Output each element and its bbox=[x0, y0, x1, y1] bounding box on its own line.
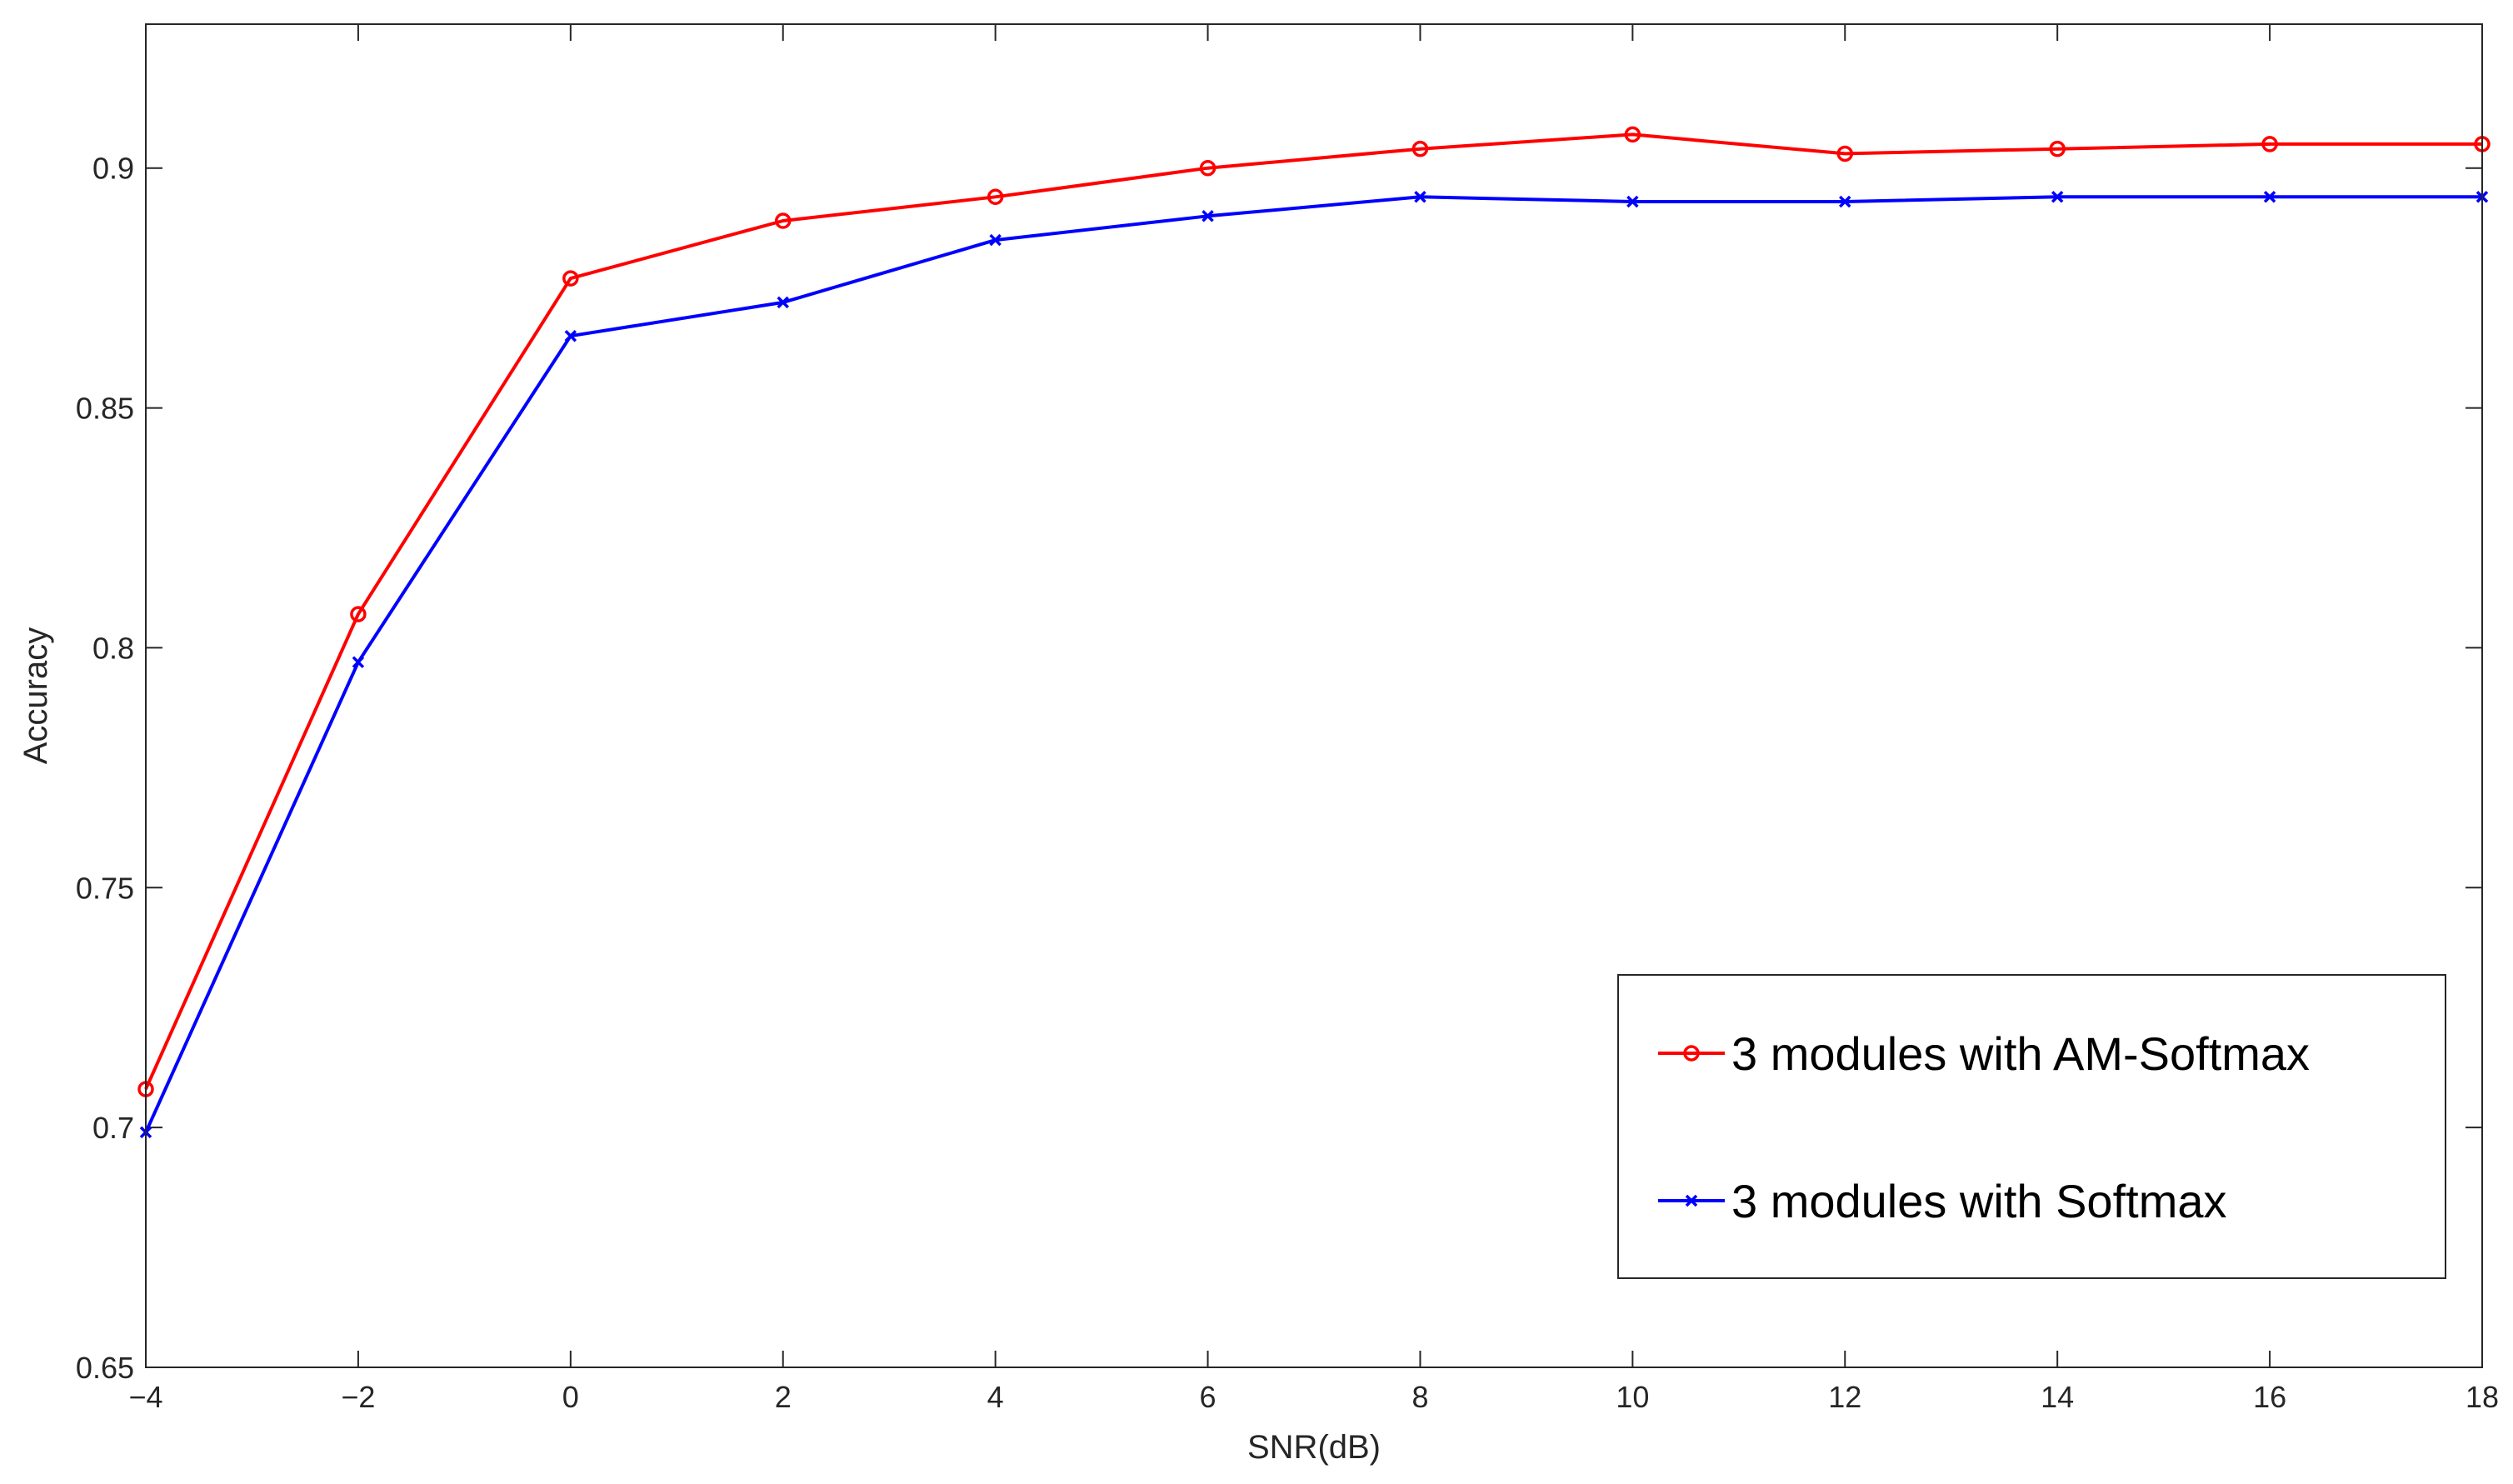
y-tick-label: 0.65 bbox=[76, 1351, 134, 1385]
data-point bbox=[2263, 191, 2276, 203]
x-tick-label: 6 bbox=[1200, 1380, 1217, 1414]
data-point bbox=[987, 188, 1004, 206]
legend-box bbox=[1617, 974, 2446, 1279]
series-line bbox=[144, 195, 2482, 1133]
data-point bbox=[1414, 191, 1426, 203]
data-point bbox=[1839, 195, 1851, 208]
plot-area-frame bbox=[145, 23, 2483, 1368]
data-point bbox=[1836, 145, 1854, 162]
data-point bbox=[1626, 195, 1639, 208]
x-tick-label: −4 bbox=[128, 1380, 162, 1414]
legend-marker bbox=[1683, 1045, 1700, 1062]
legend: 3 modules with AM-Softmax 3 modules with … bbox=[1617, 974, 2446, 1279]
y-tick-label: 0.7 bbox=[92, 1111, 134, 1145]
data-point bbox=[2051, 191, 2064, 203]
legend-entry-2: 3 modules with Softmax bbox=[1658, 1175, 2226, 1227]
data-point bbox=[1202, 210, 1214, 222]
x-tick-label: 18 bbox=[2466, 1380, 2499, 1414]
data-point bbox=[2261, 136, 2278, 152]
legend-label: 3 modules with Softmax bbox=[1731, 1175, 2226, 1227]
x-tick-label: 0 bbox=[562, 1380, 579, 1414]
data-point bbox=[2049, 140, 2066, 157]
data-point bbox=[1624, 126, 1641, 143]
series-1 bbox=[137, 126, 2491, 1097]
y-tick-label: 0.75 bbox=[76, 871, 134, 905]
legend-entry-1: 3 modules with AM-Softmax bbox=[1658, 1027, 2310, 1080]
tick-labels: −4 −2 0 2 4 6 8 10 12 14 16 18 0.65 0.7 0.75 0.8 0.85 0.9 bbox=[76, 152, 2499, 1414]
series-lines bbox=[137, 126, 2491, 1139]
y-tick-label: 0.9 bbox=[92, 152, 134, 186]
x-tick-label: 16 bbox=[2253, 1380, 2286, 1414]
series-2 bbox=[139, 191, 2489, 1139]
legend-marker bbox=[1685, 1194, 1698, 1207]
data-point bbox=[777, 296, 789, 309]
x-tick-label: 10 bbox=[1616, 1380, 1649, 1414]
x-tick-label: 2 bbox=[775, 1380, 792, 1414]
x-tick-label: 4 bbox=[987, 1380, 1004, 1414]
data-point bbox=[352, 656, 365, 668]
data-point bbox=[1199, 159, 1217, 177]
y-tick-label: 0.85 bbox=[76, 392, 134, 426]
x-tick-label: −2 bbox=[341, 1380, 375, 1414]
series-line bbox=[144, 132, 2482, 1090]
data-point bbox=[989, 233, 1002, 247]
data-point bbox=[774, 212, 792, 229]
x-axis-title: SNR(dB) bbox=[1247, 1429, 1381, 1466]
x-tick-label: 14 bbox=[2041, 1380, 2074, 1414]
data-point bbox=[350, 606, 367, 622]
data-point bbox=[1411, 140, 1429, 157]
y-axis-title: Accuracy bbox=[17, 627, 54, 765]
data-point bbox=[562, 270, 579, 287]
data-point bbox=[564, 329, 577, 342]
x-tick-label: 12 bbox=[1828, 1380, 1861, 1414]
x-tick-label: 8 bbox=[1411, 1380, 1428, 1414]
legend-label: 3 modules with AM-Softmax bbox=[1731, 1027, 2310, 1080]
y-tick-label: 0.8 bbox=[92, 631, 134, 665]
